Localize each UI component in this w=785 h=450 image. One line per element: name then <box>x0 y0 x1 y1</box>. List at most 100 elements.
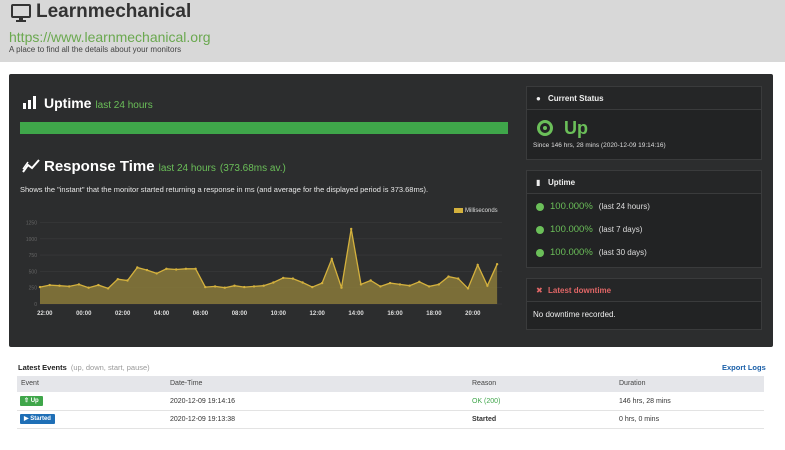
chart-legend[interactable]: Milliseconds <box>454 208 498 214</box>
data-point[interactable] <box>243 285 246 289</box>
data-point[interactable] <box>427 285 431 288</box>
data-point[interactable] <box>106 287 110 290</box>
data-point[interactable] <box>330 257 333 261</box>
data-point[interactable] <box>97 283 100 287</box>
export-logs-link[interactable]: Export Logs <box>722 363 766 372</box>
bar-chart-small-icon: ▮ <box>536 178 541 187</box>
data-point[interactable] <box>58 284 61 287</box>
response-title: Response Time <box>44 158 155 175</box>
data-point[interactable] <box>408 284 411 287</box>
y-tick-label: 250 <box>29 286 38 292</box>
uptime-heading: Uptime last 24 hours <box>44 95 153 111</box>
data-point[interactable] <box>116 278 120 281</box>
series-area <box>40 229 498 304</box>
data-point[interactable] <box>320 281 324 285</box>
data-point[interactable] <box>155 272 158 275</box>
uptime-percent: 100.000% <box>550 201 593 212</box>
line-chart-icon <box>22 159 40 173</box>
data-point[interactable] <box>437 283 440 286</box>
data-point[interactable] <box>486 284 489 287</box>
column-header-datetime[interactable]: Date-Time <box>170 380 203 387</box>
data-point[interactable] <box>340 286 343 289</box>
data-point[interactable] <box>476 263 479 267</box>
y-tick-label: 1250 <box>26 221 37 227</box>
table-row[interactable]: ⇧ Up 2020-12-09 19:14:16 OK (200) 146 hr… <box>17 393 764 411</box>
event-label: Up <box>30 398 39 404</box>
x-tick-label: 06:00 <box>193 311 209 317</box>
current-status-header: ● Current Status <box>527 87 761 110</box>
data-point[interactable] <box>272 281 275 284</box>
data-point[interactable] <box>68 285 71 288</box>
data-point[interactable] <box>213 285 217 288</box>
no-downtime-text: No downtime recorded. <box>533 310 616 319</box>
uptime-row-7d: 100.000% (last 7 days) <box>536 224 642 235</box>
data-point[interactable] <box>398 283 402 286</box>
event-badge-started: ▶ Started <box>20 414 55 424</box>
latest-downtime-title: Latest downtime <box>548 286 612 295</box>
latest-downtime-header: ✖ Latest downtime <box>527 279 761 302</box>
data-point[interactable] <box>136 266 139 269</box>
data-point[interactable] <box>291 277 295 280</box>
data-point[interactable] <box>233 284 236 287</box>
data-point[interactable] <box>223 286 226 289</box>
data-point[interactable] <box>282 276 285 280</box>
column-header-reason[interactable]: Reason <box>472 380 497 387</box>
site-title: Learnmechanical <box>36 1 192 22</box>
legend-swatch <box>454 208 463 213</box>
data-point[interactable] <box>262 284 265 287</box>
events-table-header: Event Date-Time Reason Duration <box>17 376 764 392</box>
data-point[interactable] <box>252 285 256 288</box>
data-point[interactable] <box>126 279 129 282</box>
response-subtitle: last 24 hours <box>158 163 216 174</box>
table-row[interactable]: ▶ Started 2020-12-09 19:13:38 Started 0 … <box>17 411 764 429</box>
column-header-duration[interactable]: Duration <box>619 380 646 387</box>
uptime-title: Uptime <box>44 95 92 111</box>
column-header-event[interactable]: Event <box>21 380 39 387</box>
data-point[interactable] <box>369 279 372 282</box>
event-reason: Started <box>472 416 497 423</box>
data-point[interactable] <box>38 285 42 289</box>
site-url-link[interactable]: https://www.learnmechanical.org <box>9 29 211 45</box>
uptime-box: ▮ Uptime <box>526 170 762 268</box>
x-tick-label: 14:00 <box>348 311 364 317</box>
data-point[interactable] <box>466 287 470 290</box>
data-point[interactable] <box>175 268 178 271</box>
data-point[interactable] <box>495 263 499 266</box>
data-point[interactable] <box>388 281 392 285</box>
y-tick-label: 0 <box>34 302 37 308</box>
data-point[interactable] <box>204 285 207 289</box>
data-point[interactable] <box>145 268 149 272</box>
data-point[interactable] <box>165 267 168 270</box>
data-point[interactable] <box>87 286 90 289</box>
data-point[interactable] <box>350 227 353 231</box>
data-point[interactable] <box>184 267 188 270</box>
data-point[interactable] <box>379 285 382 288</box>
data-point[interactable] <box>447 275 450 278</box>
data-point[interactable] <box>418 280 421 283</box>
close-circle-icon: ✖ <box>536 286 543 295</box>
response-time-chart[interactable]: 0 250 500 750 1000 1250 22:00 00:00 02:00 04:00 06… <box>18 212 508 322</box>
response-average: (373.68ms av.) <box>219 163 286 174</box>
events-heading: Latest Events (up, down, start, pause) <box>18 363 150 372</box>
data-point[interactable] <box>457 277 460 280</box>
data-point[interactable] <box>359 283 363 286</box>
data-point[interactable] <box>301 281 304 284</box>
data-point[interactable] <box>77 283 81 286</box>
x-tick-label: 08:00 <box>232 311 248 317</box>
status-dot-icon <box>536 248 544 257</box>
uptime-box-header: ▮ Uptime <box>527 171 761 194</box>
uptime-box-title: Uptime <box>548 178 576 187</box>
data-point[interactable] <box>48 283 51 287</box>
event-label: Started <box>30 416 51 422</box>
data-point[interactable] <box>311 285 314 289</box>
data-point[interactable] <box>194 267 197 270</box>
series-line <box>39 228 498 290</box>
status-since: Since 146 hrs, 28 mins (2020-12-09 19:14… <box>533 142 666 149</box>
x-tick-label: 22:00 <box>37 311 53 317</box>
event-badge-up: ⇧ Up <box>20 396 43 406</box>
x-tick-label: 16:00 <box>387 311 403 317</box>
current-status-title: Current Status <box>548 94 604 103</box>
latest-downtime-box: ✖ Latest downtime <box>526 278 762 330</box>
status-up-icon <box>537 120 553 136</box>
status-dot-icon <box>536 225 544 234</box>
